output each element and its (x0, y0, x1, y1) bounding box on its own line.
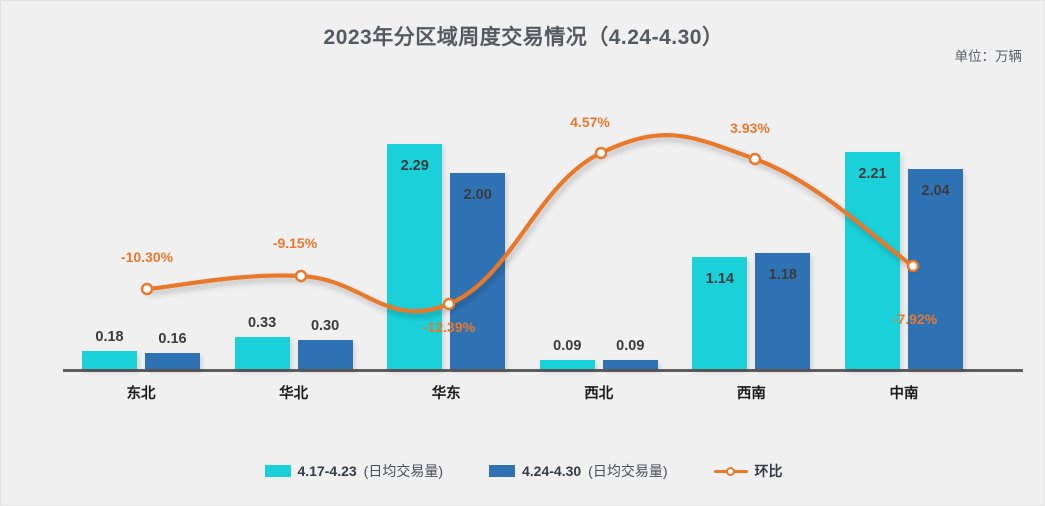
bar-value-label: 0.16 (158, 331, 187, 348)
bar-value-label: 0.30 (310, 317, 340, 334)
bar-华北-series2[interactable] (297, 339, 353, 369)
legend-swatch-icon (489, 465, 515, 477)
bar-value-label: 2.21 (858, 166, 887, 183)
trend-marker-西北[interactable] (594, 146, 608, 160)
legend-item-1[interactable]: 4.17-4.23 (日均交易量) (264, 461, 443, 481)
bar-华东-series1[interactable] (387, 144, 443, 369)
trend-value-label: 3.93% (730, 120, 770, 136)
chart-title: 2023年分区域周度交易情况（4.24-4.30） (323, 26, 724, 49)
x-axis-label-西南: 西南 (736, 386, 766, 402)
legend-item-3[interactable]: 环比 (713, 461, 783, 481)
bar-value-label: 0.18 (95, 329, 124, 346)
bar-东北-series2[interactable] (145, 353, 200, 369)
plot-area: 0.18 0.33 2.29 0.09 1.14 2.21 0.16 0.30 2.00 0.09… (1, 1, 1045, 431)
trend-value-label: -7.92% (892, 311, 938, 327)
bar-value-label: 2.29 (400, 158, 429, 175)
trend-value-label: -10.30% (120, 249, 174, 265)
trend-marker-华北[interactable] (294, 269, 308, 283)
bar-value-label: 1.14 (705, 271, 734, 288)
bar-中南-series1[interactable] (845, 152, 900, 369)
bar-value-label: 0.09 (553, 338, 582, 355)
x-axis-line (63, 369, 1023, 372)
bar-value-label: 2.04 (921, 182, 950, 199)
legend-label: 4.24-4.30 (522, 463, 582, 479)
trend-value-label: -9.15% (272, 235, 318, 251)
bar-华北-series1[interactable] (234, 336, 290, 369)
legend-label: 环比 (754, 463, 783, 479)
bar-value-label: 1.18 (768, 267, 797, 284)
bar-中南-series2[interactable] (908, 168, 963, 369)
bar-西北-series2[interactable] (602, 360, 658, 369)
x-axis-label-中南: 中南 (889, 386, 919, 402)
chart-legend: 4.17-4.23 (日均交易量) 4.24-4.30 (日均交易量) 环比 (1, 461, 1045, 481)
legend-label: 4.17-4.23 (297, 463, 357, 479)
x-axis-label-华北: 华北 (279, 386, 309, 402)
bar-东北-series1[interactable] (82, 351, 137, 369)
x-axis-label-西北: 西北 (584, 386, 614, 402)
trend-value-label: 4.57% (570, 114, 610, 130)
bar-value-label: 0.09 (616, 338, 645, 355)
unit-label: 单位：万辆 (954, 49, 1023, 64)
bar-西北-series1[interactable] (539, 360, 595, 369)
legend-sublabel: (日均交易量) (588, 463, 668, 479)
trend-marker-西南[interactable] (748, 152, 762, 166)
x-axis-label-华东: 华东 (431, 386, 461, 402)
trend-marker-东北[interactable] (140, 282, 154, 296)
trend-value-label: -12.39% (422, 319, 476, 335)
bar-value-label: 2.00 (463, 186, 492, 203)
legend-item-2[interactable]: 4.24-4.30 (日均交易量) (489, 461, 668, 481)
x-axis-label-东北: 东北 (126, 386, 156, 402)
legend-swatch-icon (264, 465, 291, 477)
bar-value-label: 0.33 (247, 314, 277, 331)
legend-sublabel: (日均交易量) (363, 463, 443, 479)
legend-line-icon (713, 465, 748, 477)
